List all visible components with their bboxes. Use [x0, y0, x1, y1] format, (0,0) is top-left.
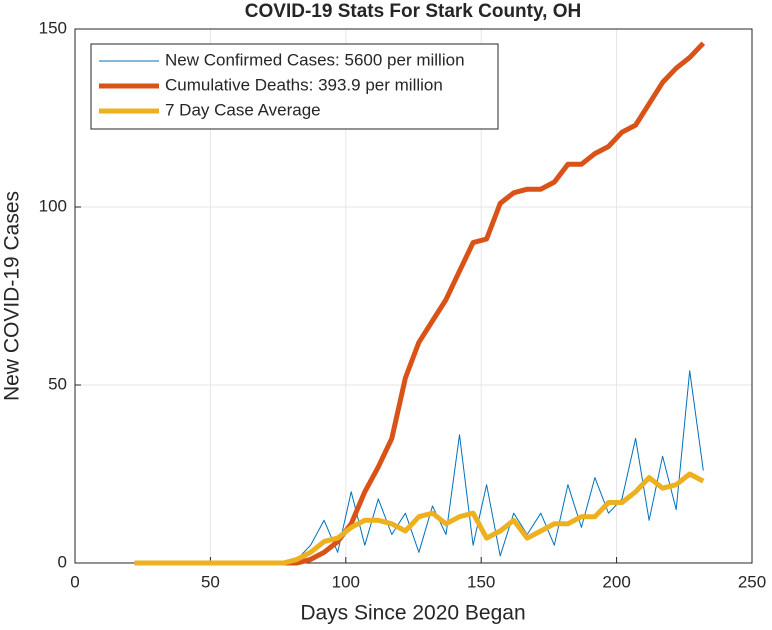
x-tick-label: 100 — [332, 572, 360, 591]
x-axis-label: Days Since 2020 Began — [300, 602, 525, 625]
x-tick-label: 50 — [201, 572, 220, 591]
legend: New Confirmed Cases: 5600 per million Cum… — [90, 43, 499, 130]
x-tick-label: 0 — [70, 572, 79, 591]
x-tick-label: 200 — [602, 572, 630, 591]
legend-label: New Confirmed Cases: 5600 per million — [165, 50, 465, 69]
legend-label: 7 Day Case Average — [165, 100, 321, 119]
y-tick-label: 150 — [39, 18, 67, 37]
y-tick-label: 100 — [39, 196, 67, 215]
y-tick-label: 0 — [58, 552, 67, 571]
y-axis-label: New COVID-19 Cases — [1, 191, 24, 401]
legend-box — [90, 43, 499, 130]
x-tick-label: 150 — [467, 572, 495, 591]
data-line — [134, 471, 705, 566]
plot-frame — [74, 28, 753, 564]
x-tick-label: 250 — [738, 572, 766, 591]
legend-label: Cumulative Deaths: 393.9 per million — [165, 75, 443, 94]
chart-title: COVID-19 Stats For Stark County, OH — [245, 1, 581, 22]
y-tick-label: 50 — [48, 374, 67, 393]
